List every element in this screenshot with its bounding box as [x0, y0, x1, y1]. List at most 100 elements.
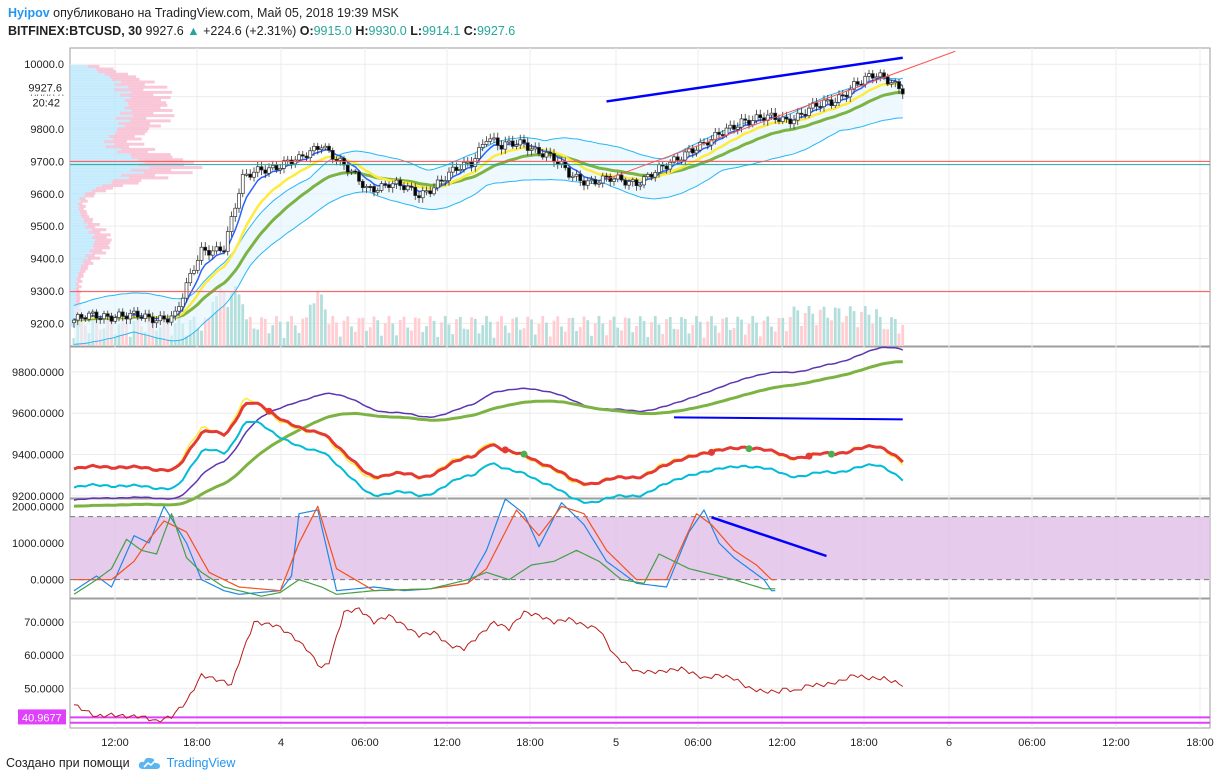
profile-bar-up	[70, 181, 112, 185]
profile-bar-up	[70, 217, 84, 221]
profile-bar-up	[70, 197, 80, 201]
profile-bar-up	[70, 77, 112, 81]
profile-bar-up	[70, 90, 132, 94]
candle-down	[345, 164, 350, 173]
candle-up	[255, 166, 260, 173]
profile-bar-down	[79, 269, 86, 273]
profile-bar-down	[75, 292, 80, 296]
profile-bar-up	[70, 96, 131, 100]
candle-up	[132, 310, 136, 314]
profile-bar-down	[130, 168, 172, 172]
profile-bar-down	[109, 75, 137, 79]
profile-bar-up	[70, 256, 88, 260]
profile-bar-down	[120, 111, 154, 115]
volume-bar	[312, 303, 316, 346]
volume-bar	[897, 333, 901, 346]
candle-up	[424, 190, 429, 193]
author-link[interactable]: Hyipov	[8, 6, 50, 20]
volume-bar	[350, 326, 353, 346]
candle-down	[548, 151, 553, 154]
candle-down	[829, 99, 834, 107]
candle-up	[450, 166, 455, 173]
profile-bar-up	[70, 210, 81, 214]
profile-bar-down	[80, 199, 88, 203]
candle-up	[225, 231, 230, 252]
candle-down	[147, 313, 151, 318]
candle-down	[383, 183, 388, 186]
profile-bar-up	[70, 155, 132, 159]
profile-bar-up	[70, 204, 80, 208]
volume-bar	[717, 332, 721, 346]
volume-bar	[308, 304, 312, 346]
profile-bar-down	[128, 176, 169, 180]
candle-up	[267, 167, 271, 174]
candle-up	[323, 145, 328, 149]
last-price: 9927.6	[145, 24, 184, 38]
volume-bar	[616, 327, 620, 346]
price-tag-box	[2, 79, 66, 95]
candle-down	[495, 137, 500, 146]
candle-up	[852, 81, 856, 90]
candle-up	[462, 161, 466, 170]
indicator-line	[73, 607, 904, 723]
volume-bar	[518, 329, 522, 346]
volume-bar	[803, 313, 807, 346]
profile-bar-down	[75, 282, 79, 286]
price-change: +224.6 (+2.31%)	[203, 24, 297, 38]
profile-bar-up	[70, 116, 116, 120]
candle-up	[180, 297, 185, 308]
candle-up	[889, 82, 894, 85]
candle-up	[158, 315, 163, 322]
candle-up	[473, 158, 478, 167]
x-tick-label: 6	[946, 737, 952, 749]
candle-down	[844, 94, 849, 98]
profile-bar-down	[131, 108, 173, 112]
indicator-axis-tick: 50.0000	[24, 683, 64, 695]
candle-up	[90, 311, 95, 314]
profile-bar-up	[70, 241, 95, 245]
candle-down	[165, 318, 170, 323]
profile-bar-up	[70, 153, 131, 157]
candle-down	[717, 131, 721, 135]
candle-down	[398, 179, 403, 187]
volume-bar	[443, 316, 447, 346]
profile-bar-up	[70, 300, 76, 304]
volume-bar	[608, 319, 612, 346]
candle-up	[780, 116, 785, 122]
profile-bar-down	[127, 101, 167, 105]
profile-bar-up	[70, 145, 106, 149]
profile-bar-down	[91, 189, 107, 193]
profile-bar-down	[101, 184, 123, 188]
profile-bar-up	[70, 124, 125, 128]
volume-bar	[380, 335, 383, 346]
volume-bar	[642, 320, 646, 346]
price-axis-tick: 9200.0	[30, 318, 64, 330]
profile-bar-up	[70, 287, 76, 291]
candle-down	[788, 118, 793, 125]
volume-bar	[740, 319, 743, 346]
volume-bar	[631, 332, 635, 346]
candle-up	[533, 146, 538, 150]
candle-down	[720, 134, 725, 137]
tradingview-link[interactable]: TradingView	[138, 755, 235, 771]
volume-bar	[646, 337, 650, 346]
created-with-label: Создано при помощи	[6, 756, 130, 770]
profile-bar-up	[70, 171, 144, 175]
oscillator-green-line	[73, 513, 776, 597]
profile-bar-down	[104, 72, 128, 76]
profile-bar-up	[70, 106, 125, 110]
x-tick-label: 18:00	[1186, 737, 1214, 749]
candle-down	[555, 161, 560, 165]
profile-bar-up	[70, 75, 110, 79]
ma-axis-tick: 9200.0000	[12, 491, 64, 503]
profile-bar-up	[70, 85, 129, 89]
volume-bar	[500, 316, 503, 346]
volume-bar	[515, 317, 518, 346]
volume-bar	[875, 309, 878, 346]
profile-bar-down	[76, 295, 81, 299]
volume-bar	[751, 316, 755, 346]
profile-bar-up	[70, 235, 93, 239]
candle-up	[297, 154, 301, 161]
profile-bar-up	[70, 248, 90, 252]
